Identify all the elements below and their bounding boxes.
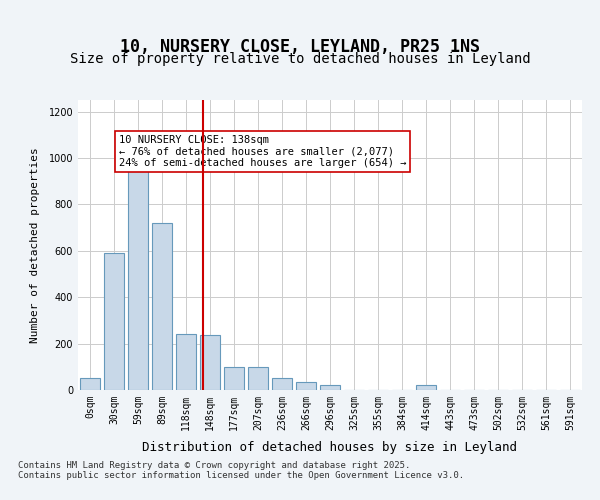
Text: Size of property relative to detached houses in Leyland: Size of property relative to detached ho… xyxy=(70,52,530,66)
Bar xyxy=(272,378,292,390)
Bar xyxy=(200,336,220,390)
Y-axis label: Number of detached properties: Number of detached properties xyxy=(30,147,40,343)
Bar xyxy=(416,386,436,390)
Text: 10, NURSERY CLOSE, LEYLAND, PR25 1NS: 10, NURSERY CLOSE, LEYLAND, PR25 1NS xyxy=(120,38,480,56)
Text: 10 NURSERY CLOSE: 138sqm
← 76% of detached houses are smaller (2,077)
24% of sem: 10 NURSERY CLOSE: 138sqm ← 76% of detach… xyxy=(119,135,406,168)
Bar xyxy=(248,367,268,390)
Bar xyxy=(80,378,100,390)
Bar xyxy=(224,367,244,390)
Bar xyxy=(176,334,196,390)
Bar xyxy=(104,253,124,390)
Bar xyxy=(152,223,172,390)
Bar xyxy=(320,386,340,390)
Bar xyxy=(296,382,316,390)
Text: Contains HM Land Registry data © Crown copyright and database right 2025.
Contai: Contains HM Land Registry data © Crown c… xyxy=(18,460,464,480)
X-axis label: Distribution of detached houses by size in Leyland: Distribution of detached houses by size … xyxy=(143,441,517,454)
Bar xyxy=(128,170,148,390)
